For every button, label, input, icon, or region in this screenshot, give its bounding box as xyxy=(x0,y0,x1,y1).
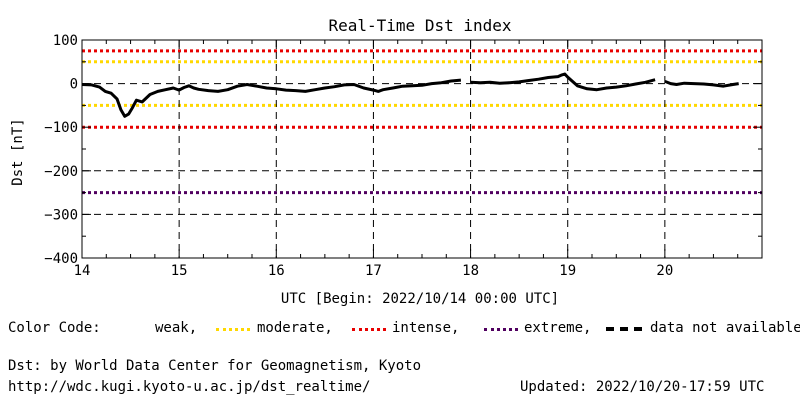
chart-title: Real-Time Dst index xyxy=(328,16,511,35)
x-tick-label: 16 xyxy=(268,263,285,279)
x-tick-label: 17 xyxy=(365,263,382,279)
legend-na-swatch xyxy=(606,327,642,331)
dst-series-line xyxy=(470,72,656,92)
legend-moderate-swatch xyxy=(216,328,250,331)
data-series xyxy=(81,72,739,118)
legend-na: data not available. xyxy=(650,320,800,336)
y-tick-label: −100 xyxy=(44,120,78,136)
y-tick-label: −400 xyxy=(44,251,78,267)
y-tick-label: −300 xyxy=(44,207,78,223)
threshold-lines xyxy=(82,49,762,195)
legend-intense-swatch xyxy=(352,328,386,331)
y-tick-label: 100 xyxy=(53,33,78,49)
legend-weak: weak, xyxy=(155,320,198,336)
x-tick-label: 18 xyxy=(462,263,479,279)
dst-chart: Real-Time Dst index 14 15 16 17 18 19 20 100 0 −1… xyxy=(10,16,763,307)
footer-updated: Updated: 2022/10/20-17:59 UTC xyxy=(520,379,765,395)
footer-url[interactable]: http://wdc.kugi.kyoto-u.ac.jp/dst_realti… xyxy=(8,379,371,395)
x-axis-label: UTC [Begin: 2022/10/14 00:00 UTC] xyxy=(281,291,559,307)
y-axis-label: Dst [nT] xyxy=(10,118,26,185)
axis-ticks: 14 15 16 17 18 19 20 100 0 −100 −200 −300 −400 xyxy=(44,33,762,279)
y-tick-label: 0 xyxy=(70,77,78,93)
dst-series-line xyxy=(81,78,462,118)
legend-intense: intense, xyxy=(392,320,460,336)
plot-frame xyxy=(81,39,763,259)
footer-source: Dst: by World Data Center for Geomagneti… xyxy=(8,358,422,374)
legend-label: Color Code: xyxy=(8,320,101,336)
x-tick-label: 19 xyxy=(559,263,576,279)
legend-moderate: moderate, xyxy=(257,320,333,336)
legend-extreme-swatch xyxy=(484,328,518,331)
y-tick-label: −200 xyxy=(44,164,78,180)
grid-lines xyxy=(82,40,762,258)
x-tick-label: 20 xyxy=(656,263,673,279)
legend-extreme: extreme, xyxy=(524,320,592,336)
x-tick-label: 15 xyxy=(171,263,188,279)
x-tick-label: 14 xyxy=(74,263,91,279)
dst-series-line xyxy=(664,79,739,88)
